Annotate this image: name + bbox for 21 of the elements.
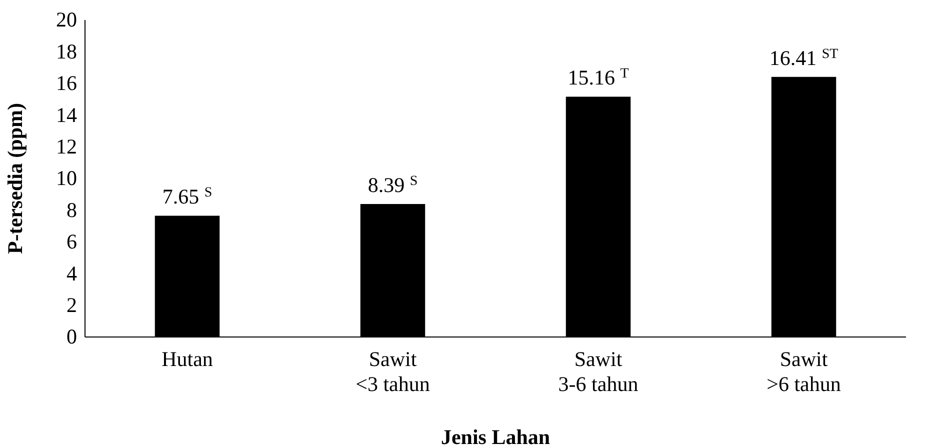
y-tick-label: 14 — [56, 102, 78, 127]
data-label: 8.39 $^{S}$ — [368, 173, 418, 198]
y-tick-label: 0 — [66, 324, 77, 349]
y-tick-label: 8 — [66, 198, 77, 222]
x-tick-label: Sawit 3-6 tahun — [558, 347, 639, 396]
data-label: 16.41 $^{ST}$ — [769, 46, 839, 70]
x-tick-label: Sawit >6 tahun — [766, 347, 842, 396]
y-tick-label: 12 — [56, 134, 77, 159]
y-tick-label: 6 — [66, 230, 77, 254]
x-tick-label: Sawit <3 tahun — [356, 347, 430, 396]
y-tick-label: 16 — [56, 71, 77, 96]
x-tick-label: Hutan — [162, 347, 214, 371]
y-axis-title: P-tersedia (ppm) — [3, 102, 27, 254]
y-tick-label: 4 — [66, 261, 78, 286]
y-tick-label: 18 — [56, 39, 77, 64]
y-tick-label: 20 — [56, 8, 77, 32]
data-label: 15.16 $^{T}$ — [568, 66, 630, 90]
y-tick-label: 10 — [56, 166, 77, 190]
data-label: 7.65 $^{S}$ — [162, 184, 212, 209]
x-axis-title: Jenis Lahan — [440, 425, 550, 448]
y-tick-label: 2 — [66, 293, 77, 318]
